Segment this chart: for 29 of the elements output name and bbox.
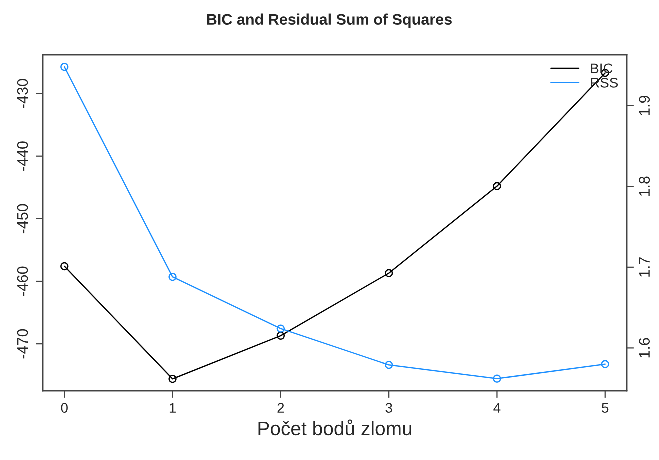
y2-tick-label: 1.9 <box>639 96 650 116</box>
y-tick-label: -460 <box>17 266 28 296</box>
y-tick-label: -440 <box>17 142 28 171</box>
y2-tick-label: 1.7 <box>639 258 650 277</box>
x-tick-label: 4 <box>494 403 501 413</box>
point <box>493 182 502 190</box>
y-tick-label: -470 <box>17 329 28 359</box>
x-tick-label: 1 <box>170 403 176 413</box>
chart-title: BIC and Residual Sum of Squares <box>207 14 452 28</box>
point <box>384 269 394 278</box>
point <box>168 375 177 384</box>
x-axis-title: Počet bodů zlomu <box>258 420 412 436</box>
y-tick-label: -450 <box>17 204 28 234</box>
y-tick-label: -430 <box>17 79 28 108</box>
point <box>168 273 177 282</box>
y2-tick-label: 1.8 <box>639 176 650 196</box>
point <box>276 332 286 340</box>
point <box>60 63 69 72</box>
point <box>60 262 69 271</box>
point <box>276 324 286 333</box>
point <box>493 374 502 383</box>
y2-tick-label: 1.6 <box>639 338 650 358</box>
point <box>601 360 610 368</box>
x-tick-label: 0 <box>61 403 68 414</box>
x-tick-label: 5 <box>602 403 609 414</box>
x-tick-label: 2 <box>278 403 284 413</box>
point <box>384 361 394 370</box>
x-tick-label: 3 <box>386 403 392 414</box>
legend-label: BIC <box>591 64 613 74</box>
